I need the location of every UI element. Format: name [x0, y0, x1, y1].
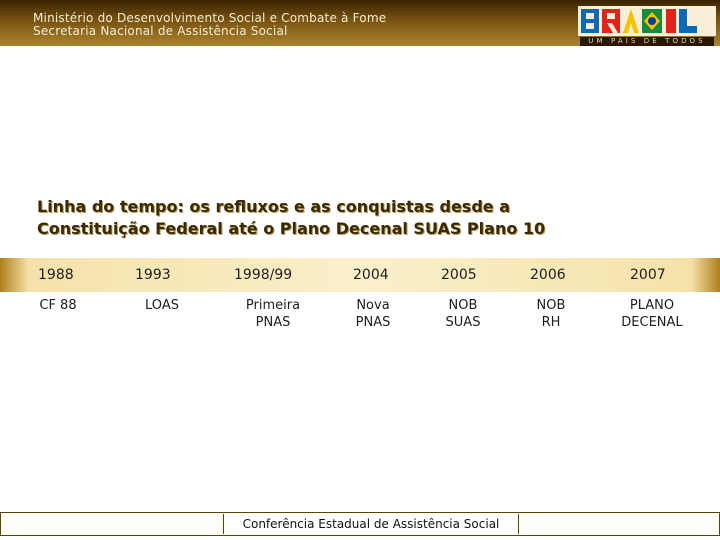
- secretariat-name: Secretaria Nacional de Assistência Socia…: [33, 24, 288, 38]
- timeline-year: 1988: [38, 267, 74, 283]
- timeline-year: 1993: [135, 267, 171, 283]
- slide-title-line-2: Constituição Federal até o Plano Decenal…: [37, 219, 546, 238]
- timeline-event: Primeira PNAS: [228, 297, 318, 331]
- slide-title-line-1: Linha do tempo: os refluxos e as conquis…: [37, 197, 510, 216]
- timeline-event-line: Primeira: [245, 298, 301, 313]
- footer-bar: Conferência Estadual de Assistência Soci…: [0, 512, 720, 536]
- logo-tagline: UM PAÍS DE TODOS: [580, 37, 714, 46]
- timeline-year: 2007: [630, 267, 666, 283]
- footer-label: Conferência Estadual de Assistência Soci…: [223, 514, 519, 534]
- timeline-event-line: NOB: [448, 298, 478, 313]
- timeline-event: LOAS: [126, 297, 198, 314]
- timeline-event: PLANO DECENAL: [606, 297, 698, 331]
- header-banner: Ministério do Desenvolvimento Social e C…: [0, 0, 720, 46]
- timeline-year: 2005: [441, 267, 477, 283]
- timeline-event-line: NOB: [536, 298, 566, 313]
- timeline-event-line: PNAS: [355, 315, 391, 330]
- timeline-event-line: RH: [541, 315, 561, 330]
- brasil-logo: UM PAÍS DE TODOS: [578, 6, 716, 46]
- timeline-event-line: PNAS: [255, 315, 291, 330]
- timeline-year: 2004: [353, 267, 389, 283]
- timeline-event: Nova PNAS: [338, 297, 408, 331]
- timeline-bar: [0, 258, 720, 292]
- slide-title: Linha do tempo: os refluxos e as conquis…: [37, 196, 697, 240]
- ministry-name: Ministério do Desenvolvimento Social e C…: [33, 11, 387, 25]
- timeline-year: 2006: [530, 267, 566, 283]
- timeline-event-line: LOAS: [145, 298, 179, 313]
- timeline-event: NOB RH: [516, 297, 586, 331]
- timeline-event-line: DECENAL: [621, 315, 683, 330]
- timeline-year: 1998/99: [234, 267, 293, 283]
- brasil-wordmark-icon: [578, 6, 716, 36]
- timeline-event: NOB SUAS: [428, 297, 498, 331]
- timeline-event-line: Nova: [356, 298, 390, 313]
- timeline-event: CF 88: [22, 297, 94, 314]
- timeline-event-line: PLANO: [629, 298, 675, 313]
- timeline-event-line: SUAS: [445, 315, 481, 330]
- timeline-event-line: CF 88: [39, 298, 77, 313]
